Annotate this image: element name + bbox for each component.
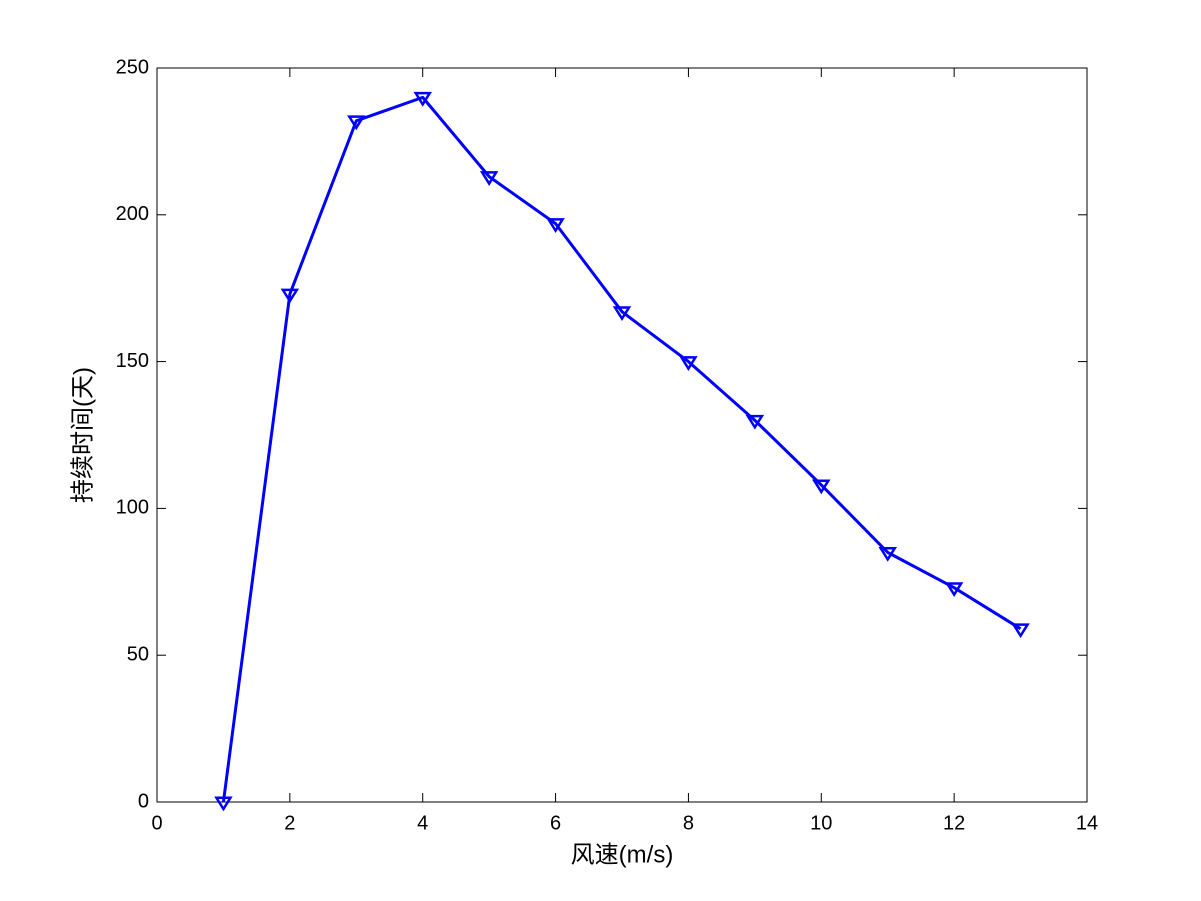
x-tick-label: 14 bbox=[1076, 812, 1098, 834]
x-tick-label: 12 bbox=[943, 812, 965, 834]
marker bbox=[214, 796, 233, 812]
data-line bbox=[221, 95, 1022, 803]
y-tick-label: 200 bbox=[116, 203, 149, 225]
x-tick-label: 0 bbox=[151, 812, 162, 834]
x-tick-label: 10 bbox=[810, 812, 832, 834]
marker bbox=[413, 91, 432, 107]
marker bbox=[679, 356, 698, 371]
marker bbox=[280, 288, 300, 304]
marker bbox=[944, 582, 964, 598]
y-tick-label: 50 bbox=[127, 643, 149, 665]
marker bbox=[812, 479, 831, 495]
y-tick-label: 0 bbox=[138, 790, 149, 812]
x-tick-label: 4 bbox=[417, 812, 428, 834]
marker bbox=[745, 414, 765, 430]
marker bbox=[479, 171, 499, 186]
y-tick-label: 250 bbox=[116, 56, 149, 78]
x-tick-label: 2 bbox=[284, 812, 295, 834]
x-tick-label: 8 bbox=[683, 812, 694, 834]
plot-frame bbox=[156, 67, 1088, 803]
y-tick-label: 150 bbox=[116, 350, 149, 372]
x-axis-title: 风速(m/s) bbox=[571, 841, 674, 868]
marker bbox=[612, 306, 632, 322]
x-tick-label: 6 bbox=[550, 812, 561, 834]
marker bbox=[878, 546, 897, 562]
y-axis-title: 持续时间(天) bbox=[69, 367, 96, 503]
marker bbox=[546, 218, 565, 233]
marker bbox=[347, 115, 366, 131]
y-tick-label: 100 bbox=[116, 497, 149, 519]
marker bbox=[1011, 623, 1030, 639]
